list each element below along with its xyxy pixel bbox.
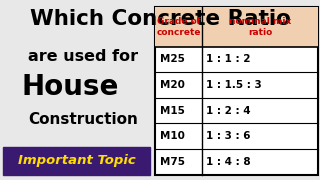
Text: M15: M15 bbox=[160, 105, 185, 116]
Text: 1 : 4 : 8: 1 : 4 : 8 bbox=[206, 157, 251, 167]
Bar bbox=[155, 7, 318, 175]
Bar bbox=[155, 7, 318, 47]
Text: M10: M10 bbox=[160, 131, 185, 141]
Text: 1 : 2 : 4: 1 : 2 : 4 bbox=[206, 105, 251, 116]
Text: M20: M20 bbox=[160, 80, 185, 90]
Text: Important Topic: Important Topic bbox=[18, 154, 136, 167]
Text: 1 : 3 : 6: 1 : 3 : 6 bbox=[206, 131, 251, 141]
Text: Grade of
concrete: Grade of concrete bbox=[156, 17, 201, 37]
Text: House: House bbox=[22, 73, 119, 101]
Text: M25: M25 bbox=[160, 54, 185, 64]
Text: 1 : 1 : 2: 1 : 1 : 2 bbox=[206, 54, 251, 64]
Text: M75: M75 bbox=[160, 157, 185, 167]
Text: Which Concrete Ratio: Which Concrete Ratio bbox=[29, 9, 291, 29]
Text: nominal mix
ratio: nominal mix ratio bbox=[229, 17, 291, 37]
Text: 1 : 1.5 : 3: 1 : 1.5 : 3 bbox=[206, 80, 262, 90]
FancyBboxPatch shape bbox=[3, 147, 150, 175]
Text: Construction: Construction bbox=[28, 112, 138, 127]
Text: are used for: are used for bbox=[28, 49, 138, 64]
